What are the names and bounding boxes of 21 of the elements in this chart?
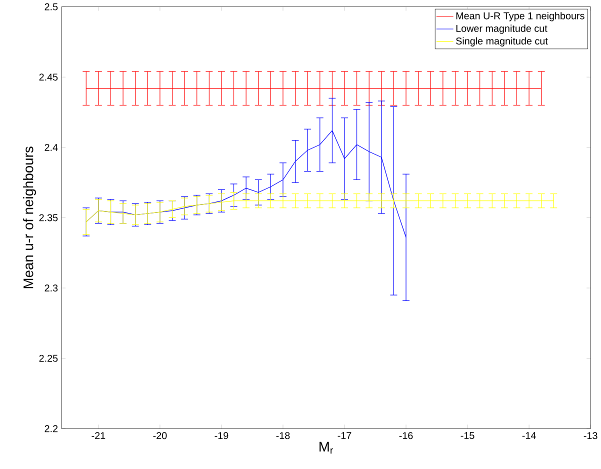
y-tick-label: 2.35 [39, 214, 58, 222]
y-tick-label: 2.5 [44, 3, 58, 10]
legend-label: Single magnitude cut [456, 37, 548, 46]
x-tick-label: -13 [584, 432, 598, 439]
x-tick-label: -15 [460, 432, 474, 439]
x-axis-title: M$_{r}$ [320, 442, 334, 454]
legend-label: Mean U-R Type 1 neighbours [456, 12, 584, 22]
y-tick-label: 2.4 [44, 144, 58, 151]
x-tick-label: -19 [214, 432, 228, 439]
x-tick-label: -14 [522, 432, 536, 439]
y-tick-label: 2.3 [44, 284, 58, 292]
legend-label: Lower magnitude cut [456, 24, 548, 34]
x-tick-label: -17 [338, 432, 352, 439]
y-axis-title: Mean u-r of neighbours [23, 146, 36, 288]
x-tick-label: -21 [92, 432, 106, 439]
x-tick-label: -16 [399, 432, 413, 439]
x-tick-label: -20 [153, 432, 167, 439]
x-tick-label: -18 [276, 432, 290, 439]
y-tick-label: 2.25 [39, 354, 58, 362]
y-tick-label: 2.2 [44, 425, 58, 432]
y-tick-label: 2.45 [39, 73, 58, 80]
